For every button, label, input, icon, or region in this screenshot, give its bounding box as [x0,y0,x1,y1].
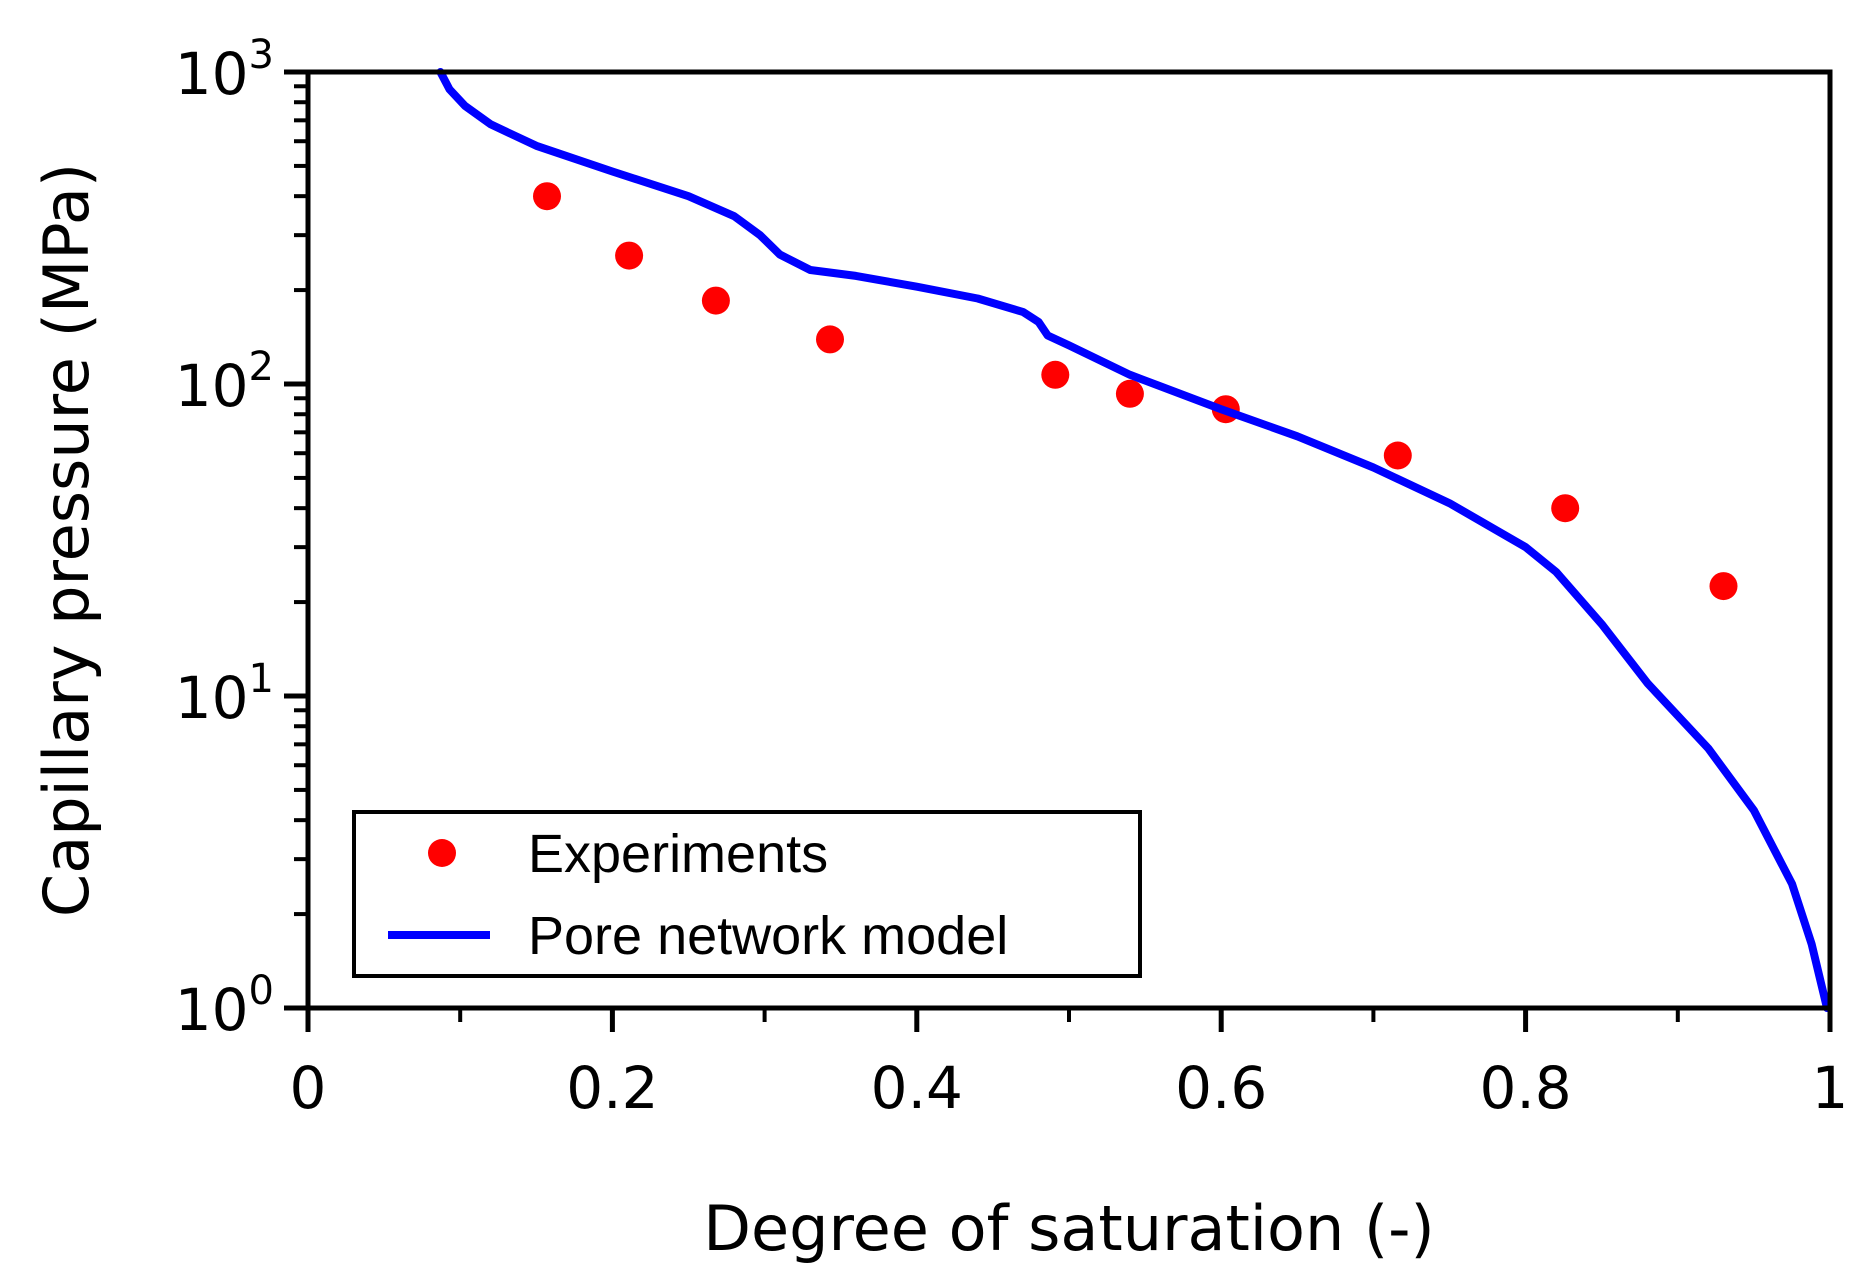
experiment-point-5 [1115,379,1144,408]
legend-label-experiments: Experiments [528,824,828,884]
experiment-point-4 [1041,360,1070,389]
legend-box [352,810,1142,978]
y-tick-label-1: 101 [175,656,274,732]
experiment-point-9 [1709,572,1738,601]
x-tick-label-5: 1 [1812,1054,1849,1122]
axis-tick-labels: 0 0.2 0.4 0.6 0.8 1 100 101 102 103 [175,32,1849,1122]
experiment-point-0 [533,182,561,211]
plot-marks [436,68,1831,1012]
y-tick-label-3: 103 [175,32,274,108]
pore-network-model-line [436,68,1831,1012]
legend-label-pore-network-model: Pore network model [528,906,1008,966]
experiment-point-8 [1551,494,1580,523]
experiment-point-1 [615,241,644,270]
experiment-point-2 [701,286,730,315]
x-tick-label-2: 0.4 [871,1054,963,1122]
y-tick-label-0: 100 [175,968,274,1044]
experiment-point-3 [816,325,844,354]
y-axis-title: Capillary pressure (MPa) [30,163,103,917]
y-tick-label-2: 102 [175,344,274,420]
legend-marker-experiments [428,839,456,867]
legend: Experiments Pore network model [352,810,1142,978]
x-axis-title: Degree of saturation (-) [703,1192,1434,1265]
x-tick-label-4: 0.8 [1479,1054,1571,1122]
experiment-point-7 [1383,441,1412,470]
x-tick-label-0: 0 [290,1054,327,1122]
axis-ticks [284,69,1833,1032]
x-tick-label-3: 0.6 [1175,1054,1267,1122]
x-tick-label-1: 0.2 [566,1054,658,1122]
